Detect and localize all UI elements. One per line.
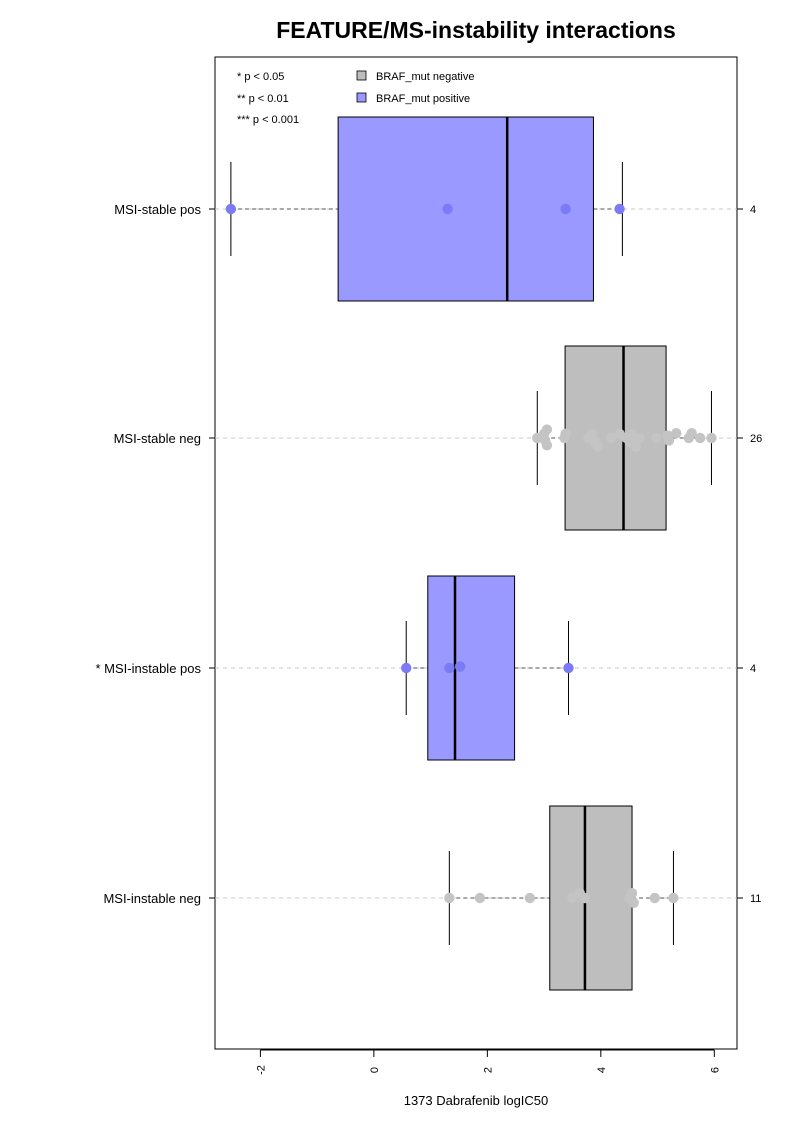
group-count: 11 [750,893,761,905]
legend: * p < 0.05 ** p < 0.01 *** p < 0.001 BRA… [237,70,474,126]
data-point [560,428,571,439]
chart-title: FEATURE/MS-instability interactions [276,17,676,43]
data-point [444,892,455,904]
data-point [541,440,553,451]
legend-swatch-braf-negative [356,70,367,81]
data-point [651,432,662,444]
data-point [634,432,645,444]
data-point [454,661,466,672]
group-label: * MSI-instable pos [96,661,202,676]
data-point [663,435,675,446]
x-tick-label: 2 [482,1067,494,1073]
data-point [706,432,717,444]
data-point [524,892,536,904]
legend-significance-2: ** p < 0.01 [237,93,289,105]
data-point [628,897,639,908]
data-point [442,203,453,215]
legend-label-braf-negative: BRAF_mut negative [376,71,474,83]
data-point [587,428,598,439]
data-point [626,888,638,899]
x-axis: -2 0 2 4 6 [255,1049,721,1075]
data-point [579,892,591,904]
group-count: 4 [750,204,756,216]
data-point [605,432,617,444]
box [427,575,516,761]
data-point [694,432,706,444]
group-count: 4 [750,663,756,675]
group-label: MSI-instable neg [103,891,201,906]
plot-area: MSI-stable pos 4 MSI-stable neg 26 * MSI-ins… [96,56,762,1050]
legend-significance-1: * p < 0.05 [237,71,284,83]
group-label: MSI-stable neg [114,431,201,446]
data-point [614,203,625,215]
data-point [686,428,697,439]
data-point [671,428,682,439]
x-tick-label: 4 [596,1067,608,1073]
data-point [567,892,578,904]
data-point [630,441,642,452]
plot-frame [214,56,738,1050]
data-point [560,203,571,215]
data-point [225,203,237,215]
data-point [474,892,486,904]
group-count: 26 [750,433,762,445]
x-tick-label: 6 [709,1067,721,1073]
x-tick-label: 0 [369,1067,381,1073]
data-point [592,441,604,452]
x-axis-label: 1373 Dabrafenib logIC50 [404,1093,549,1108]
box [337,116,594,302]
legend-label-braf-positive: BRAF_mut positive [376,93,470,105]
group-label: MSI-stable pos [114,202,201,217]
box [549,805,633,991]
data-point [401,662,412,674]
data-point [668,892,679,904]
data-point [649,892,660,904]
data-point [444,662,455,674]
legend-significance-3: *** p < 0.001 [237,114,299,126]
legend-swatch-braf-positive [356,92,367,103]
x-tick-label: -2 [255,1065,267,1075]
data-point [563,662,574,674]
